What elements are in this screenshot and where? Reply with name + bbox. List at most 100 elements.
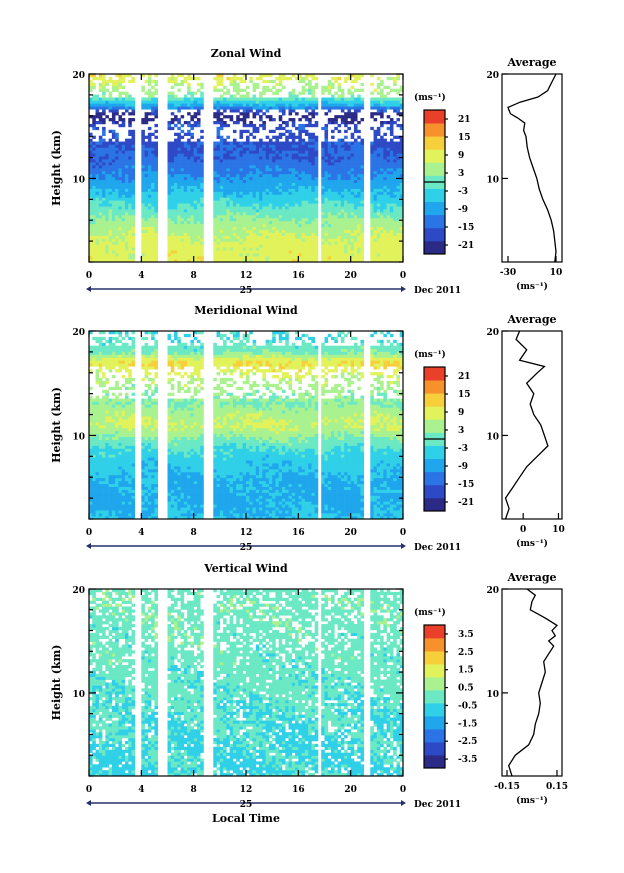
heatmap-cell bbox=[373, 232, 378, 236]
heatmap-cell bbox=[187, 74, 191, 78]
heatmap-cell bbox=[347, 250, 351, 254]
heatmap-cell bbox=[105, 457, 109, 461]
heatmap-cell bbox=[200, 165, 204, 169]
heatmap-cell bbox=[255, 206, 260, 210]
heatmap-cell bbox=[246, 253, 250, 257]
heatmap-cell bbox=[232, 141, 237, 145]
heatmap-cell bbox=[105, 442, 109, 446]
heatmap-cell bbox=[357, 109, 361, 113]
heatmap-cell bbox=[200, 215, 204, 219]
heatmap-cell bbox=[380, 250, 384, 254]
heatmap-cell bbox=[92, 463, 96, 467]
heatmap-cell bbox=[399, 85, 404, 89]
heatmap-cell bbox=[350, 118, 355, 122]
heatmap-cell bbox=[308, 118, 312, 122]
heatmap-cell bbox=[291, 197, 296, 201]
heatmap-cell bbox=[102, 460, 106, 464]
heatmap-cell bbox=[386, 165, 391, 169]
heatmap-cell bbox=[147, 170, 152, 175]
heatmap-cell bbox=[147, 162, 152, 166]
heatmap-cell bbox=[311, 159, 315, 163]
heatmap-cell bbox=[393, 215, 397, 219]
heatmap-cell bbox=[246, 188, 250, 192]
heatmap-cell bbox=[350, 74, 355, 78]
heatmap-cell bbox=[389, 217, 394, 222]
heatmap-cell bbox=[389, 121, 394, 125]
heatmap-cell bbox=[304, 129, 309, 134]
heatmap-cell bbox=[311, 182, 315, 186]
heatmap-cell bbox=[144, 185, 149, 189]
heatmap-cell bbox=[226, 259, 230, 263]
heatmap-cell bbox=[131, 232, 136, 236]
heatmap-cell bbox=[242, 235, 247, 239]
heatmap-cell bbox=[272, 159, 276, 163]
heatmap-cell bbox=[314, 235, 319, 239]
heatmap-cell bbox=[331, 159, 335, 163]
heatmap-cell bbox=[174, 235, 178, 239]
heatmap-cell bbox=[314, 170, 319, 175]
heatmap-cell bbox=[167, 173, 172, 178]
heatmap-cell bbox=[115, 153, 119, 157]
heatmap-cell bbox=[376, 91, 381, 95]
heatmap-cell bbox=[92, 256, 96, 260]
heatmap-cell bbox=[268, 223, 273, 228]
heatmap-cell bbox=[144, 188, 149, 192]
heatmap-cell bbox=[285, 159, 289, 163]
heatmap-cell bbox=[131, 141, 136, 145]
heatmap-cell bbox=[380, 176, 384, 181]
heatmap-cell bbox=[304, 156, 309, 160]
heatmap-cell bbox=[200, 250, 204, 254]
heatmap-cell bbox=[344, 147, 348, 151]
heatmap-cell bbox=[262, 220, 266, 225]
heatmap-cell bbox=[154, 217, 158, 222]
heatmap-cell bbox=[147, 185, 152, 189]
heatmap-cell bbox=[262, 232, 266, 236]
heatmap-cell bbox=[334, 103, 338, 107]
heatmap-cell bbox=[396, 203, 401, 207]
heatmap-cell bbox=[170, 170, 175, 175]
heatmap-cell bbox=[95, 194, 100, 198]
heatmap-cell bbox=[98, 363, 103, 367]
heatmap-cell bbox=[265, 191, 270, 195]
heatmap-cell bbox=[92, 229, 96, 233]
heatmap-cell bbox=[239, 188, 244, 192]
heatmap-cell bbox=[105, 398, 109, 402]
average-x-tick-label: 10 bbox=[550, 268, 563, 278]
heatmap-cell bbox=[311, 147, 315, 151]
heatmap-cell bbox=[141, 223, 145, 228]
heatmap-cell bbox=[196, 156, 201, 160]
heatmap-cell bbox=[376, 76, 381, 81]
heatmap-cell bbox=[170, 159, 175, 163]
heatmap-cell bbox=[144, 259, 149, 263]
heatmap-cell bbox=[118, 85, 123, 89]
heatmap-cell bbox=[259, 118, 263, 122]
heatmap-cell bbox=[340, 244, 345, 248]
heatmap-cell bbox=[265, 170, 270, 175]
heatmap-cell bbox=[380, 88, 384, 92]
heatmap-cell bbox=[151, 150, 155, 154]
heatmap-cell bbox=[376, 256, 381, 260]
heatmap-cell bbox=[255, 156, 260, 160]
heatmap-cell bbox=[242, 165, 247, 169]
heatmap-cell bbox=[298, 179, 302, 183]
heatmap-cell bbox=[314, 203, 319, 207]
heatmap-cell bbox=[298, 229, 302, 233]
heatmap-cell bbox=[386, 217, 391, 222]
heatmap-cell bbox=[105, 215, 109, 219]
heatmap-cell bbox=[324, 138, 329, 142]
heatmap-cell bbox=[334, 118, 338, 122]
heatmap-cell bbox=[255, 256, 260, 260]
heatmap-cell bbox=[95, 507, 100, 511]
heatmap-cell bbox=[370, 153, 374, 157]
heatmap-cell bbox=[252, 144, 257, 148]
heatmap-cell bbox=[246, 138, 250, 142]
heatmap-cell bbox=[304, 153, 309, 157]
heatmap-cell bbox=[147, 106, 152, 110]
heatmap-cell bbox=[154, 162, 158, 166]
heatmap-cell bbox=[223, 226, 227, 230]
heatmap-cell bbox=[344, 179, 348, 183]
heatmap-cell bbox=[370, 253, 374, 257]
heatmap-cell bbox=[92, 436, 96, 440]
heatmap-cell bbox=[331, 103, 335, 107]
heatmap-cell bbox=[187, 223, 191, 228]
